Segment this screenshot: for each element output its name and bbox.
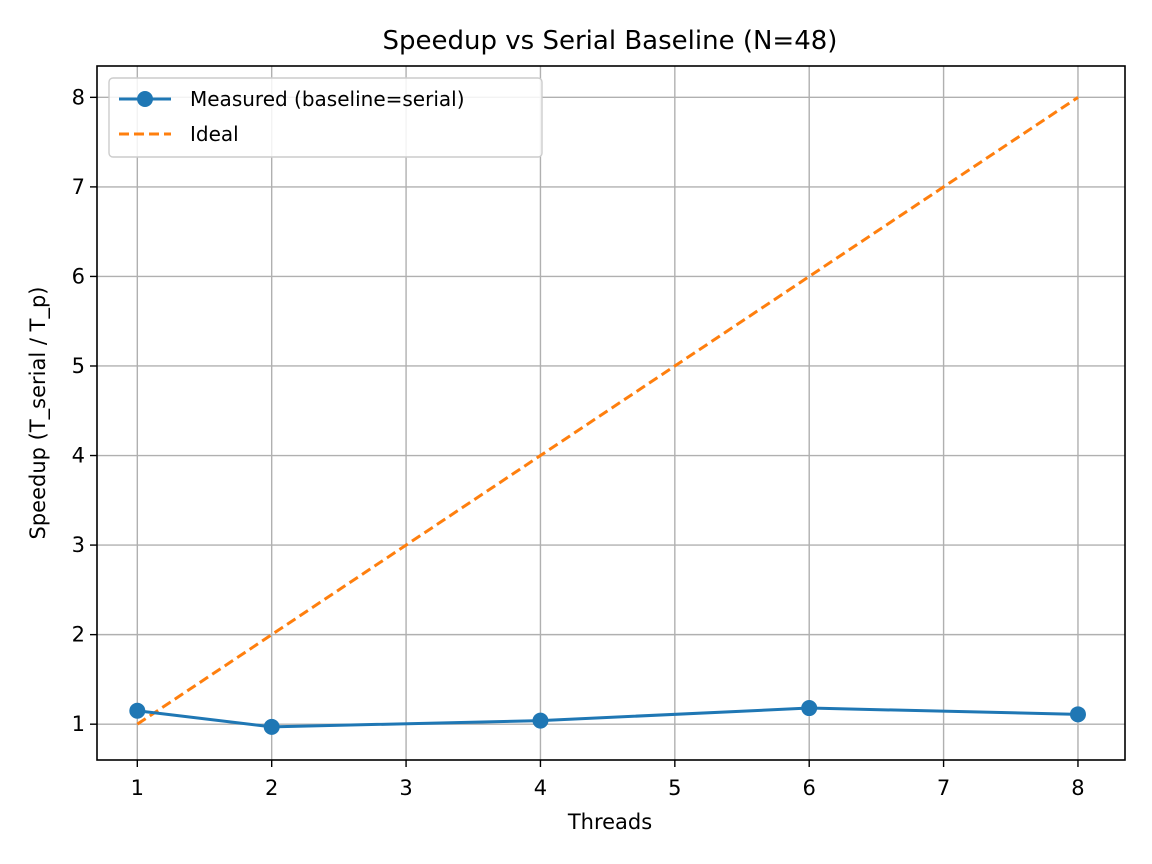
legend: Measured (baseline=serial) Ideal <box>108 77 543 158</box>
chart-title: Speedup vs Serial Baseline (N=48) <box>383 26 838 56</box>
x-tick-label: 1 <box>131 776 144 800</box>
x-tick-label: 7 <box>937 776 950 800</box>
y-tick-label: 6 <box>72 264 85 288</box>
y-tick-label: 1 <box>72 712 85 736</box>
x-tick-label: 2 <box>265 776 278 800</box>
y-tick-label: 3 <box>72 533 85 557</box>
measured-data-point <box>1069 706 1086 723</box>
y-tick-label: 2 <box>72 623 85 647</box>
ideal-series-line <box>136 96 1079 726</box>
plot-frame <box>96 65 1126 761</box>
measured-data-point <box>263 718 280 735</box>
x-tick-label: 3 <box>399 776 412 800</box>
measured-data-point <box>129 702 146 719</box>
axis-ticks: 1 2 3 4 5 6 7 8 1 2 3 4 5 6 7 8 <box>72 85 1085 800</box>
x-tick-label: 8 <box>1071 776 1084 800</box>
measured-data-point <box>801 700 818 717</box>
y-tick-label: 7 <box>72 175 85 199</box>
series-layer <box>129 96 1086 735</box>
legend-box <box>108 77 543 158</box>
legend-ideal-label: Ideal <box>190 122 239 146</box>
x-tick-label: 5 <box>668 776 681 800</box>
x-tick-label: 6 <box>803 776 816 800</box>
y-tick-label: 4 <box>72 444 85 468</box>
legend-measured-label: Measured (baseline=serial) <box>190 87 465 111</box>
x-axis-label: Threads <box>567 810 652 834</box>
y-axis-label: Speedup (T_serial / T_p) <box>26 287 51 540</box>
y-tick-label: 8 <box>72 85 85 109</box>
x-tick-label: 4 <box>534 776 547 800</box>
y-tick-label: 5 <box>72 354 85 378</box>
measured-data-point <box>532 712 549 729</box>
legend-measured-marker <box>137 91 153 107</box>
